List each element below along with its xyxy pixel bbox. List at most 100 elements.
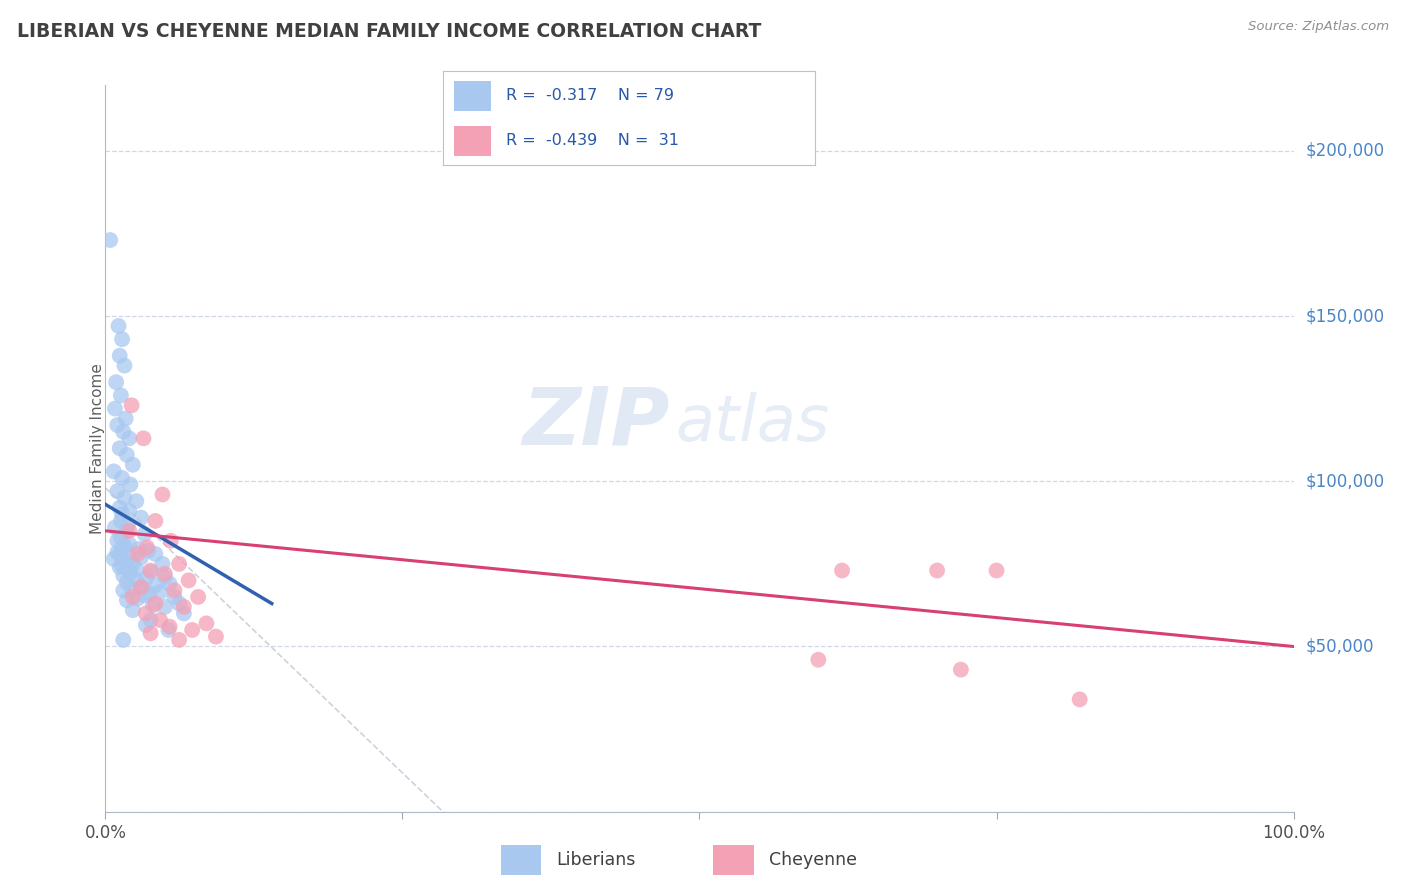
- Point: [103, 464, 125, 478]
- Point: [111, 332, 134, 346]
- Point: [135, 572, 157, 586]
- Point: [173, 599, 195, 614]
- Point: [121, 398, 143, 412]
- Point: [114, 539, 136, 553]
- Bar: [454, 81, 491, 111]
- Point: [114, 359, 136, 373]
- Point: [115, 593, 138, 607]
- Point: [136, 543, 159, 558]
- Point: [138, 587, 160, 601]
- Point: [112, 632, 135, 647]
- Point: [121, 458, 143, 472]
- Point: [118, 564, 141, 578]
- Point: [149, 613, 172, 627]
- Point: [129, 510, 152, 524]
- Point: [108, 442, 131, 455]
- Point: [105, 545, 128, 559]
- Text: Cheyenne: Cheyenne: [769, 851, 856, 869]
- Text: R =  -0.317    N = 79: R = -0.317 N = 79: [506, 88, 675, 103]
- Point: [153, 570, 176, 584]
- Point: [159, 576, 181, 591]
- Point: [105, 375, 128, 389]
- Point: [120, 566, 142, 581]
- Point: [112, 541, 135, 555]
- Point: [117, 517, 139, 532]
- Point: [129, 550, 152, 565]
- Text: Source: ZipAtlas.com: Source: ZipAtlas.com: [1249, 20, 1389, 33]
- Point: [103, 552, 125, 566]
- Point: [129, 580, 152, 594]
- Point: [121, 603, 143, 617]
- Point: [831, 564, 853, 578]
- Point: [134, 527, 156, 541]
- Point: [1069, 692, 1091, 706]
- Point: [105, 533, 128, 548]
- Point: [108, 560, 131, 574]
- Point: [104, 401, 127, 416]
- Point: [118, 431, 141, 445]
- Point: [125, 494, 148, 508]
- Point: [114, 553, 136, 567]
- Text: $50,000: $50,000: [1305, 638, 1374, 656]
- Point: [187, 590, 209, 604]
- Point: [118, 537, 141, 551]
- Point: [111, 508, 134, 522]
- Point: [925, 564, 948, 578]
- Text: Liberians: Liberians: [557, 851, 636, 869]
- Bar: [454, 126, 491, 156]
- Point: [205, 630, 228, 644]
- Point: [111, 558, 134, 573]
- Point: [139, 626, 162, 640]
- Point: [152, 557, 174, 571]
- Text: ZIP: ZIP: [523, 384, 669, 462]
- Point: [143, 578, 166, 592]
- Point: [108, 547, 131, 561]
- Point: [112, 425, 135, 439]
- Point: [108, 500, 131, 515]
- Point: [135, 607, 157, 621]
- Point: [949, 663, 972, 677]
- Point: [142, 598, 165, 612]
- Point: [111, 471, 134, 485]
- Point: [112, 583, 135, 598]
- Point: [105, 418, 128, 433]
- Point: [108, 349, 131, 363]
- Point: [807, 653, 830, 667]
- Point: [195, 616, 218, 631]
- Point: [143, 514, 166, 528]
- Point: [139, 613, 162, 627]
- Point: [125, 562, 148, 576]
- Point: [157, 623, 180, 637]
- Text: $150,000: $150,000: [1305, 307, 1385, 325]
- Point: [177, 574, 200, 588]
- Point: [181, 623, 204, 637]
- Point: [134, 588, 156, 602]
- Point: [107, 318, 129, 333]
- Point: [125, 574, 148, 588]
- Point: [132, 431, 155, 445]
- Point: [173, 607, 195, 621]
- Point: [129, 580, 152, 594]
- Point: [153, 599, 176, 614]
- Text: $200,000: $200,000: [1305, 142, 1385, 160]
- Point: [143, 597, 166, 611]
- Point: [127, 591, 149, 606]
- Point: [115, 524, 138, 538]
- Point: [115, 448, 138, 462]
- Point: [167, 557, 190, 571]
- Point: [105, 484, 128, 499]
- Point: [115, 575, 138, 590]
- Point: [114, 491, 136, 505]
- Bar: [713, 845, 754, 875]
- Point: [112, 568, 135, 582]
- Point: [163, 583, 186, 598]
- Point: [121, 557, 143, 571]
- Point: [121, 590, 143, 604]
- Point: [135, 618, 157, 632]
- Text: LIBERIAN VS CHEYENNE MEDIAN FAMILY INCOME CORRELATION CHART: LIBERIAN VS CHEYENNE MEDIAN FAMILY INCOM…: [17, 22, 761, 41]
- Text: atlas: atlas: [676, 392, 830, 454]
- Point: [104, 520, 127, 534]
- Point: [167, 632, 190, 647]
- Point: [114, 411, 136, 425]
- Point: [121, 582, 143, 596]
